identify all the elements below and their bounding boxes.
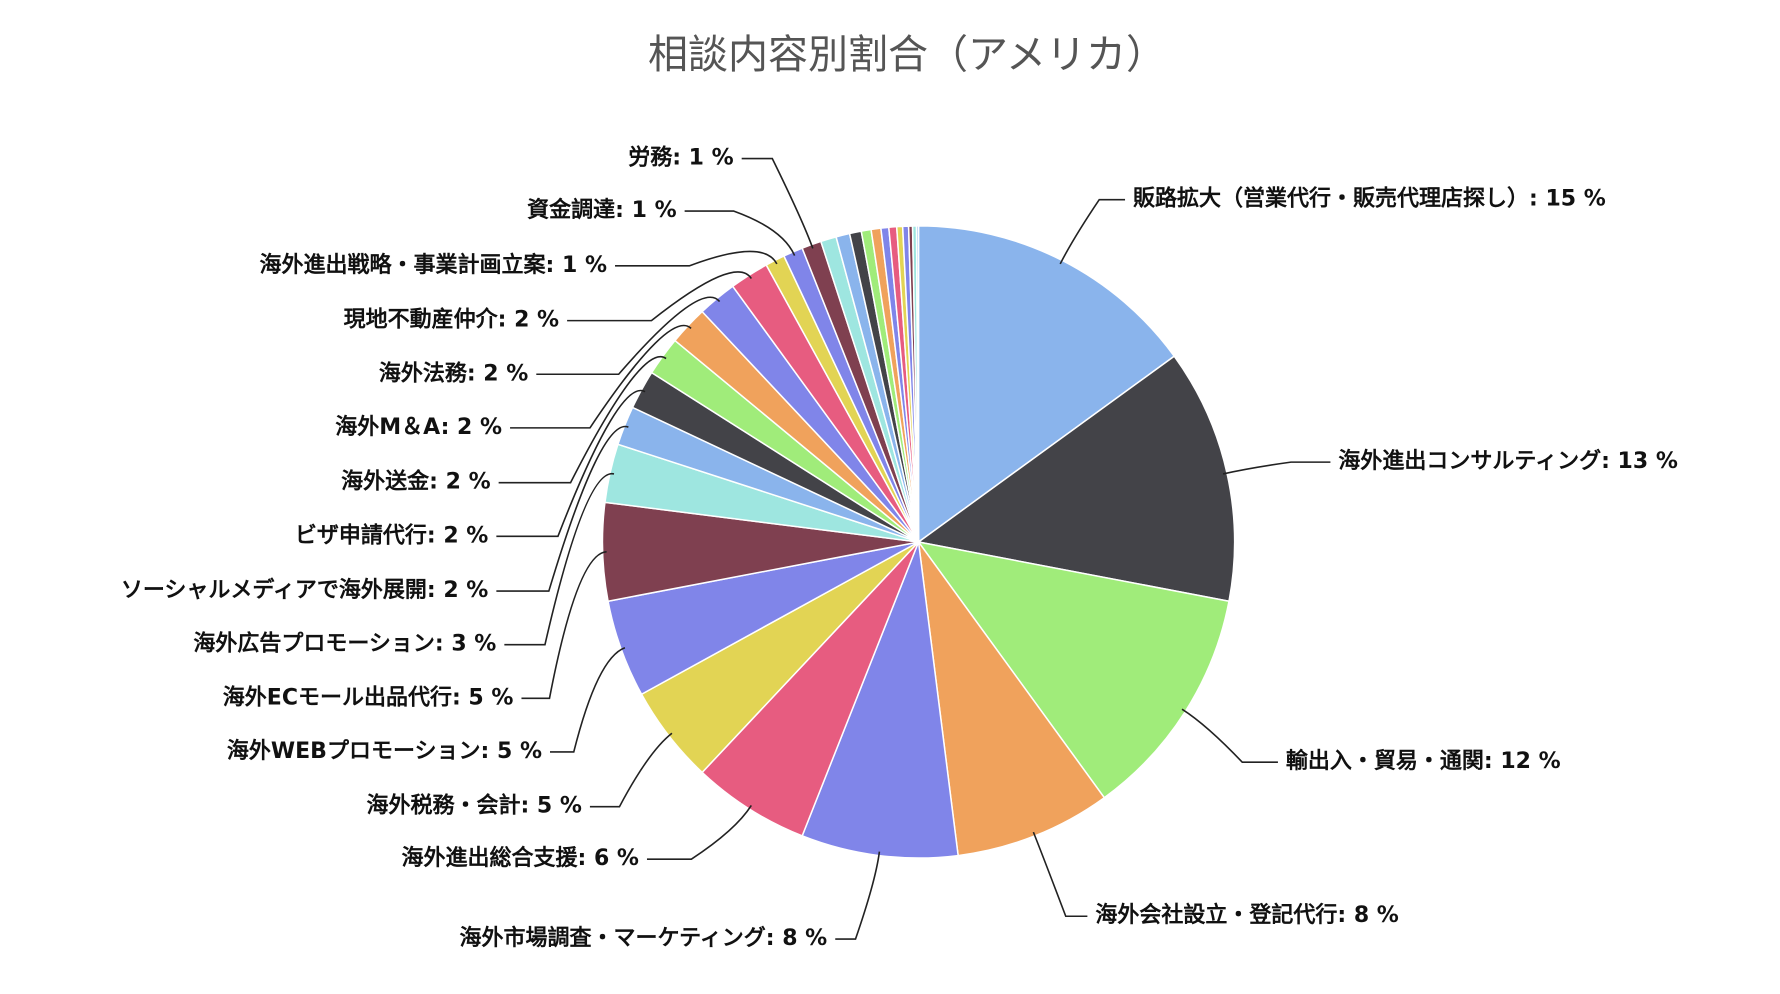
data-label: 海外進出コンサルティング: 13 % — [1338, 448, 1677, 474]
data-label: 海外法務: 2 % — [379, 360, 528, 386]
data-label: ビザ申請代行: 2 % — [295, 522, 488, 548]
leader-line — [646, 805, 752, 860]
leader-line — [549, 646, 626, 753]
data-label: 資金調達: 1 % — [527, 197, 676, 223]
leader-line — [510, 324, 692, 429]
data-label: 海外進出戦略・事業計画立案: 1 % — [260, 252, 607, 278]
leader-line — [498, 356, 667, 484]
leader-line — [1181, 708, 1278, 764]
data-label: 海外WEBプロモーション: 5 % — [227, 738, 542, 764]
leader-line — [589, 732, 673, 808]
leader-line — [835, 851, 881, 940]
leader-line — [496, 425, 629, 592]
chart-title: 相談内容別割合（アメリカ） — [648, 32, 1166, 78]
leader-line — [536, 296, 721, 376]
data-label: 海外送金: 2 % — [341, 469, 490, 495]
data-label: 販路拡大（営業代行・販売代理店探し）: 15 % — [1133, 186, 1606, 212]
data-label: 海外進出総合支援: 6 % — [402, 845, 639, 871]
leader-line — [1222, 461, 1331, 475]
data-label: 労務: 1 % — [628, 145, 733, 171]
data-label: 海外M＆A: 2 % — [335, 414, 502, 440]
pie-slice — [915, 225, 920, 542]
leader-line — [567, 271, 752, 322]
data-label: 海外税務・会計: 5 % — [366, 793, 581, 819]
leader-line — [504, 473, 615, 646]
leader-line — [615, 250, 778, 267]
leader-line — [496, 389, 646, 538]
data-label: 海外ECモール出品代行: 5 % — [223, 684, 514, 710]
data-label: 海外会社設立・登記代行: 8 % — [1095, 902, 1398, 928]
data-label: ソーシャルメディアで海外展開: 2 % — [121, 577, 489, 603]
data-label: 海外市場調査・マーケティング: 8 % — [460, 925, 828, 951]
data-label: 海外広告プロモーション: 3 % — [193, 631, 496, 657]
data-label: 現地不動産仲介: 2 % — [344, 307, 559, 333]
data-label: 輸出入・貿易・通関: 12 % — [1286, 748, 1561, 774]
leader-line — [1032, 831, 1088, 918]
leader-line — [1059, 198, 1126, 265]
leader-line — [521, 550, 607, 700]
leader-line — [684, 210, 796, 256]
leader-line — [741, 157, 814, 249]
